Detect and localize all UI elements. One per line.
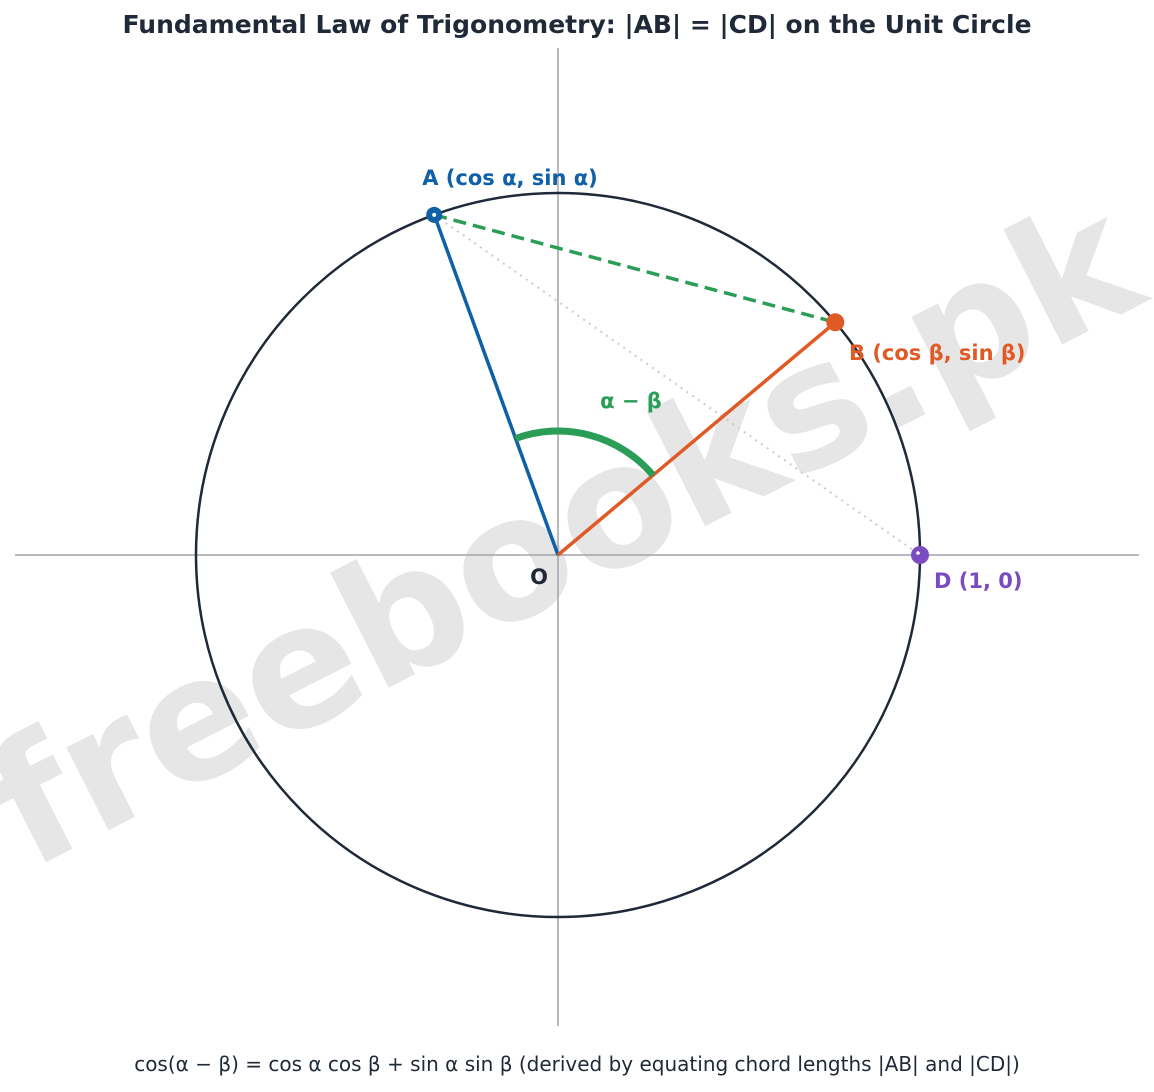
page-title: Fundamental Law of Trigonometry: |AB| = …: [122, 10, 1032, 39]
chord-ab: [433, 213, 836, 325]
label-point-b: B (cos β, sin β): [849, 341, 1026, 365]
caption: cos(α − β) = cos α cos β + sin α sin β (…: [134, 1052, 1020, 1076]
point-d: [911, 546, 929, 564]
label-point-d: D (1, 0): [934, 569, 1022, 593]
point-a-center: [432, 212, 437, 217]
angle-arc: [514, 427, 656, 478]
label-origin: O: [530, 565, 548, 589]
label-point-a: A (cos α, sin α): [422, 166, 598, 190]
label-angle: α − β: [600, 389, 662, 413]
watermark: freebooks.pk: [0, 158, 1154, 907]
point-b: [826, 313, 845, 332]
chord-ad: [433, 214, 921, 556]
radius-oa: [432, 214, 560, 556]
radius-ob: [556, 320, 837, 557]
point-d-center: [916, 551, 920, 555]
